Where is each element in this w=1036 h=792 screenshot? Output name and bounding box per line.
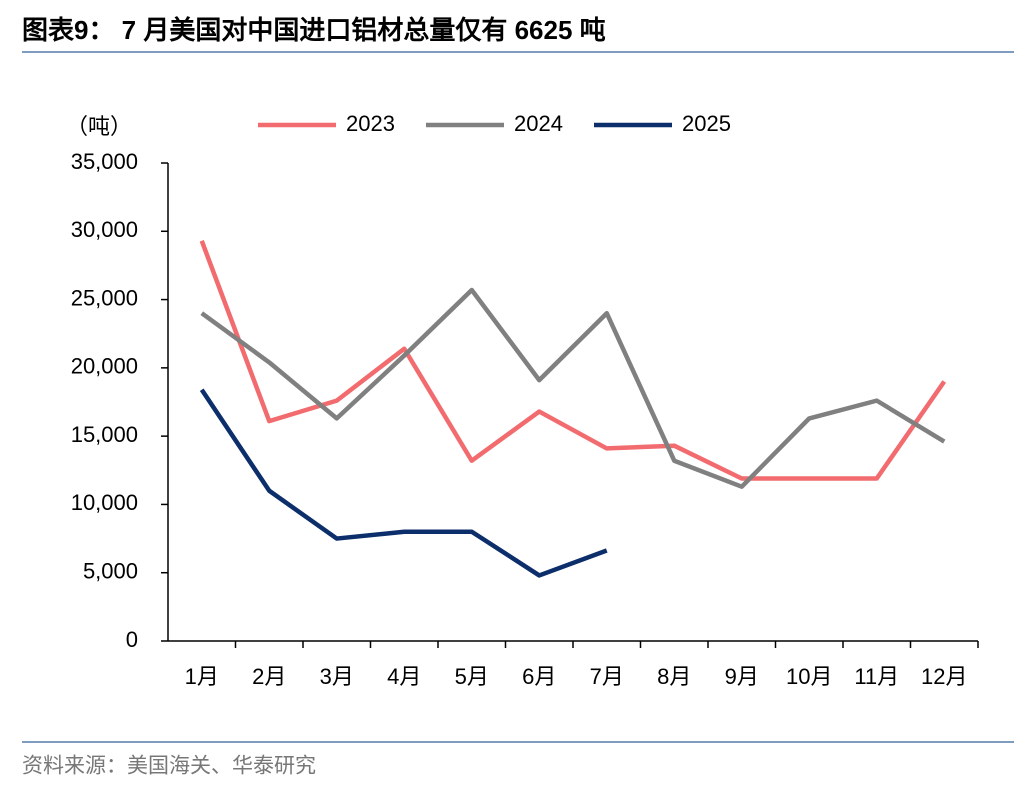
y-tick-label: 25,000 [71,285,138,310]
x-tick-label: 5月 [455,664,489,689]
y-tick-label: 0 [126,627,138,652]
y-tick-label: 30,000 [71,217,138,242]
x-tick-label: 10月 [786,664,832,689]
x-tick-label: 7月 [590,664,624,689]
x-tick-label: 9月 [725,664,759,689]
series-line [199,240,947,481]
y-tick-label: 15,000 [71,422,138,447]
x-tick-label: 1月 [185,664,219,689]
chart-title: 图表9： 7 月美国对中国进口铝材总量仅有 6625 吨 [22,15,606,45]
x-tick-label: 6月 [522,664,556,689]
y-tick-label: 20,000 [71,354,138,379]
series-line [200,287,946,489]
y-tick-label: 10,000 [71,490,138,515]
y-axis-label: （吨） [66,114,132,139]
y-tick-label: 35,000 [71,149,138,174]
x-tick-label: 2月 [252,664,286,689]
y-tick-label: 5,000 [83,559,138,584]
x-tick-label: 4月 [387,664,421,689]
legend-label: 2023 [346,111,395,136]
x-tick-label: 3月 [320,664,354,689]
x-tick-label: 11月 [854,664,899,689]
legend-label: 2025 [682,111,731,136]
source: 资料来源：美国海关、华泰研究 [22,755,316,778]
x-tick-label: 8月 [657,664,691,689]
series-line [199,388,608,578]
legend-label: 2024 [514,111,563,136]
x-tick-label: 12月 [921,664,967,689]
